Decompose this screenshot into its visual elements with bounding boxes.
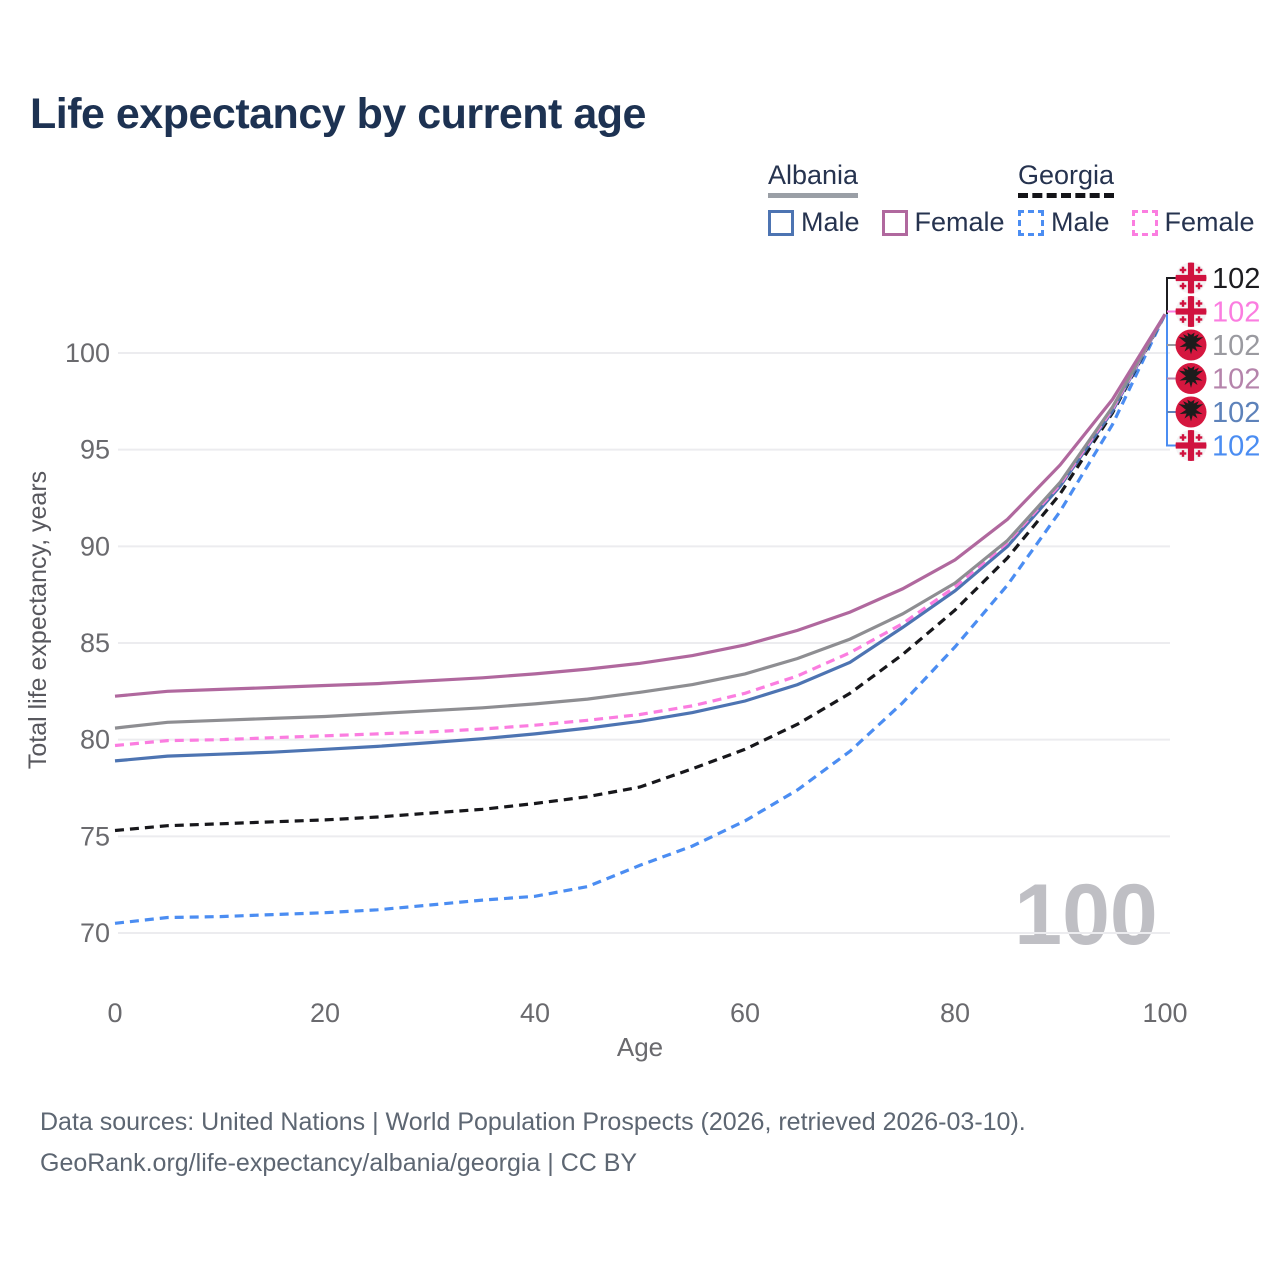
end-label-georgia_female: 102: [1212, 297, 1260, 329]
y-tick-label: 100: [65, 338, 110, 368]
end-label-georgia_total: 102: [1212, 263, 1260, 295]
line-georgia_total: [114, 313, 1167, 833]
legend-label: Female: [1164, 207, 1255, 237]
end-label-albania_male: 102: [1212, 397, 1260, 429]
georgia-female-swatch-icon: [1131, 209, 1158, 236]
y-axis-title: Total life expectancy, years: [24, 471, 52, 769]
legend-label: Female: [914, 207, 1005, 237]
data-sources-text: Data sources: United Nations | World Pop…: [40, 1108, 1026, 1136]
legend-title-georgia: Georgia: [1018, 160, 1115, 198]
y-tick-label: 90: [80, 531, 110, 561]
georgia-flag-icon: [1175, 296, 1207, 327]
y-tick-label: 95: [80, 435, 110, 465]
leader-line: [1166, 314, 1176, 447]
x-tick-label: 0: [107, 998, 122, 1028]
x-tick-label: 20: [310, 998, 340, 1028]
georgia-flag-icon: [1175, 262, 1207, 294]
x-tick-label: 100: [1142, 998, 1187, 1028]
albania-flag-icon: [1175, 329, 1207, 361]
albania-flag-icon: [1175, 363, 1207, 394]
albania-male-swatch-icon: [768, 209, 794, 236]
legend-item-albania-female[interactable]: Female: [881, 207, 1005, 238]
legend-label: Male: [1051, 207, 1110, 237]
albania-flag-icon: [1175, 396, 1207, 428]
y-tick-label: 75: [80, 821, 110, 851]
y-tick-label: 85: [80, 628, 110, 658]
line-albania_male: [114, 313, 1167, 763]
legend-title-albania: Albania: [768, 160, 859, 198]
legend-item-albania-male[interactable]: Male: [768, 207, 860, 238]
x-axis-title: Age: [617, 1032, 663, 1062]
leader-line: [1166, 277, 1176, 315]
x-tick-label: 40: [520, 998, 550, 1028]
albania-female-swatch-icon: [881, 209, 908, 236]
x-tick-label: 60: [730, 998, 760, 1028]
legend-item-georgia-female[interactable]: Female: [1131, 207, 1255, 238]
line-albania_female: [114, 313, 1167, 698]
legend-item-georgia-male[interactable]: Male: [1018, 207, 1110, 238]
legend-label: Male: [801, 207, 860, 237]
line-albania_total: [114, 313, 1167, 730]
georgia-flag-icon: [1175, 430, 1207, 461]
y-tick-label: 70: [80, 918, 110, 948]
end-label-albania_female: 102: [1212, 364, 1260, 396]
x-tick-label: 80: [940, 998, 970, 1028]
end-label-albania_total: 102: [1212, 330, 1260, 362]
line-georgia_female: [114, 313, 1167, 748]
age-watermark: 100: [1014, 867, 1158, 963]
page-title: Life expectancy by current age: [30, 90, 646, 138]
legend-group-albania: Albania Male Female: [768, 160, 1005, 238]
legend-group-georgia: Georgia Male Female: [1018, 160, 1255, 238]
source-url-text: GeoRank.org/life-expectancy/albania/geor…: [40, 1149, 638, 1177]
georgia-male-swatch-icon: [1018, 209, 1044, 236]
line-georgia_male: [114, 313, 1167, 925]
y-tick-label: 80: [80, 725, 110, 755]
end-label-georgia_male: 102: [1212, 431, 1260, 463]
